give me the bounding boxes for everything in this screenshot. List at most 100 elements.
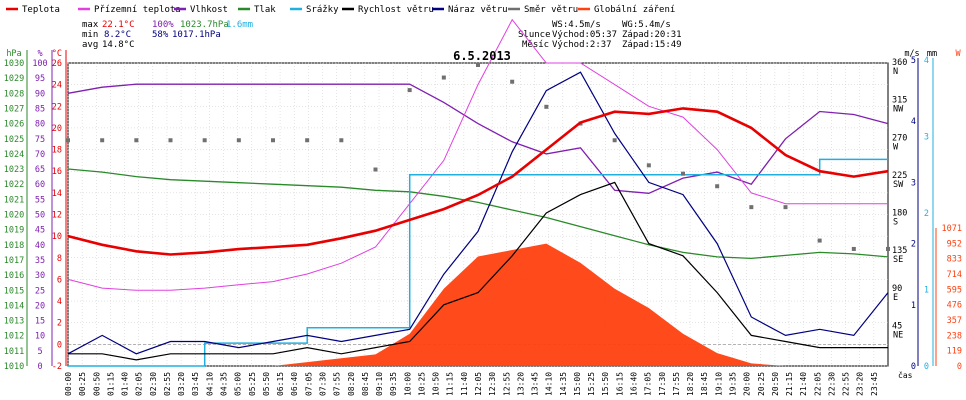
solar-tick: 476 xyxy=(947,301,962,311)
humidity-tick: 90 xyxy=(35,89,45,99)
solar-radiation-area xyxy=(68,243,888,366)
rain-tick: 1 xyxy=(924,286,929,296)
grid xyxy=(67,62,889,367)
humidity-tick: 45 xyxy=(35,226,45,236)
humidity-tick: 20 xyxy=(35,301,45,311)
wind-speed-line xyxy=(68,181,888,361)
pressure-tick: 1024 xyxy=(4,150,24,160)
wind-gust-info: WG:5.4m/s xyxy=(622,20,671,30)
wind-direction-point xyxy=(134,138,139,143)
stat-min-temp: 8.2°C xyxy=(104,30,131,40)
direction-tick-label: S xyxy=(893,218,898,228)
x-tick-label: 00:25 xyxy=(78,372,87,396)
rain-tick: 4 xyxy=(924,56,929,66)
stat-max-press: 1023.7hPa xyxy=(180,20,229,30)
stat-max-hum: 100% xyxy=(152,20,174,30)
legend-label: Přízemní teplota xyxy=(94,5,181,15)
temperature-tick: -2 xyxy=(52,362,62,372)
x-tick-label: 07:30 xyxy=(318,372,327,396)
x-tick-label: 07:55 xyxy=(333,372,342,396)
temperature-tick: 8 xyxy=(57,254,62,264)
x-tick-label: 09:35 xyxy=(389,372,398,396)
wind-direction-point xyxy=(817,238,822,243)
x-tick-label: 12:30 xyxy=(488,372,497,396)
temperature-unit: °C xyxy=(52,49,62,59)
humidity-tick: 70 xyxy=(35,150,45,160)
axes: 1010101110121013101410151016101710181019… xyxy=(4,49,962,372)
x-tick-label: 20:25 xyxy=(757,372,766,396)
x-tick-label: 03:20 xyxy=(177,372,186,396)
solar-tick: 0 xyxy=(957,362,962,372)
pressure-tick: 1026 xyxy=(4,120,24,130)
x-tick-label: 22:30 xyxy=(827,372,836,396)
temperature-tick: 12 xyxy=(52,211,62,221)
direction-tick-label: W xyxy=(893,142,899,152)
wind-tick: 3 xyxy=(911,178,916,188)
x-tick-label: 13:20 xyxy=(516,372,525,396)
pressure-tick: 1013 xyxy=(4,317,24,327)
x-tick-label: 05:25 xyxy=(248,372,257,396)
pressure-tick: 1014 xyxy=(4,301,24,311)
direction-tick: 270 xyxy=(892,133,907,143)
x-tick-label: 19:10 xyxy=(714,372,723,396)
pressure-line xyxy=(67,168,889,260)
x-tick-label: 09:10 xyxy=(375,372,384,396)
pressure-tick: 1018 xyxy=(4,241,24,251)
humidity-tick: 60 xyxy=(35,180,45,190)
x-tick-label: 05:50 xyxy=(262,372,271,396)
wind-direction-point xyxy=(851,246,856,251)
legend-label: Směr větru xyxy=(524,5,578,15)
sun-rise: Východ:05:37 xyxy=(552,30,617,40)
x-tick-label: 18:20 xyxy=(686,372,695,396)
temperature-tick: 4 xyxy=(57,297,62,307)
wind-direction-point xyxy=(886,246,890,251)
humidity-tick: 10 xyxy=(35,332,45,342)
x-tick-label: 22:55 xyxy=(842,372,851,396)
pressure-tick: 1019 xyxy=(4,226,24,236)
pressure-tick: 1030 xyxy=(4,59,24,69)
legend: Teplota Přízemní teplota Vlhkost Tlak Srážky… xyxy=(6,5,675,15)
wind-tick: 0 xyxy=(911,362,916,372)
wind-direction-point xyxy=(544,104,549,109)
direction-tick: 45 xyxy=(892,321,902,331)
x-tick-label: 21:40 xyxy=(799,372,808,396)
wind-direction-point xyxy=(715,184,720,189)
direction-tick: 315 xyxy=(892,96,907,106)
pressure-tick: 1029 xyxy=(4,74,24,84)
direction-tick-label: NW xyxy=(893,105,904,115)
x-tick-label: 04:35 xyxy=(220,372,229,396)
x-tick-label: 06:15 xyxy=(276,372,285,396)
direction-tick: 360 xyxy=(892,58,907,68)
humidity-tick: 40 xyxy=(35,241,45,251)
x-tick-label: 07:05 xyxy=(304,372,313,396)
stat-max-rain: 1.6mm xyxy=(226,20,253,30)
x-tick-label: 15:25 xyxy=(587,372,596,396)
direction-tick: 180 xyxy=(892,209,907,219)
humidity-tick: 55 xyxy=(35,195,45,205)
direction-tick-label: N xyxy=(893,67,898,77)
x-tick-label: 01:15 xyxy=(106,372,115,396)
rain-tick: 3 xyxy=(924,133,929,143)
moon-label: Měsíc xyxy=(522,40,549,50)
direction-tick-label: NE xyxy=(893,330,903,340)
humidity-tick: 15 xyxy=(35,317,45,327)
pressure-tick: 1027 xyxy=(4,104,24,114)
x-tick-label: 21:15 xyxy=(785,372,794,396)
x-tick-label: 12:55 xyxy=(502,372,511,396)
humidity-tick: 85 xyxy=(35,104,45,114)
x-tick-label: 06:40 xyxy=(290,372,299,396)
wind-speed-info: WS:4.5m/s xyxy=(552,20,601,30)
wind-direction-point xyxy=(441,75,446,80)
legend-label: Teplota xyxy=(22,5,60,15)
rain-unit: mm xyxy=(927,49,937,59)
solar-tick: 1071 xyxy=(942,224,962,234)
pressure-tick: 1010 xyxy=(4,362,24,372)
chart-title: 6.5.2013 xyxy=(453,49,511,63)
wind-direction-point xyxy=(373,167,378,172)
humidity-tick: 5 xyxy=(37,347,42,357)
x-tick-label: 03:45 xyxy=(191,372,200,396)
rain-tick: 2 xyxy=(924,209,929,219)
temperature-tick: 26 xyxy=(52,59,62,69)
x-tick-label: 10:00 xyxy=(403,372,412,396)
solar-tick: 357 xyxy=(947,316,962,326)
